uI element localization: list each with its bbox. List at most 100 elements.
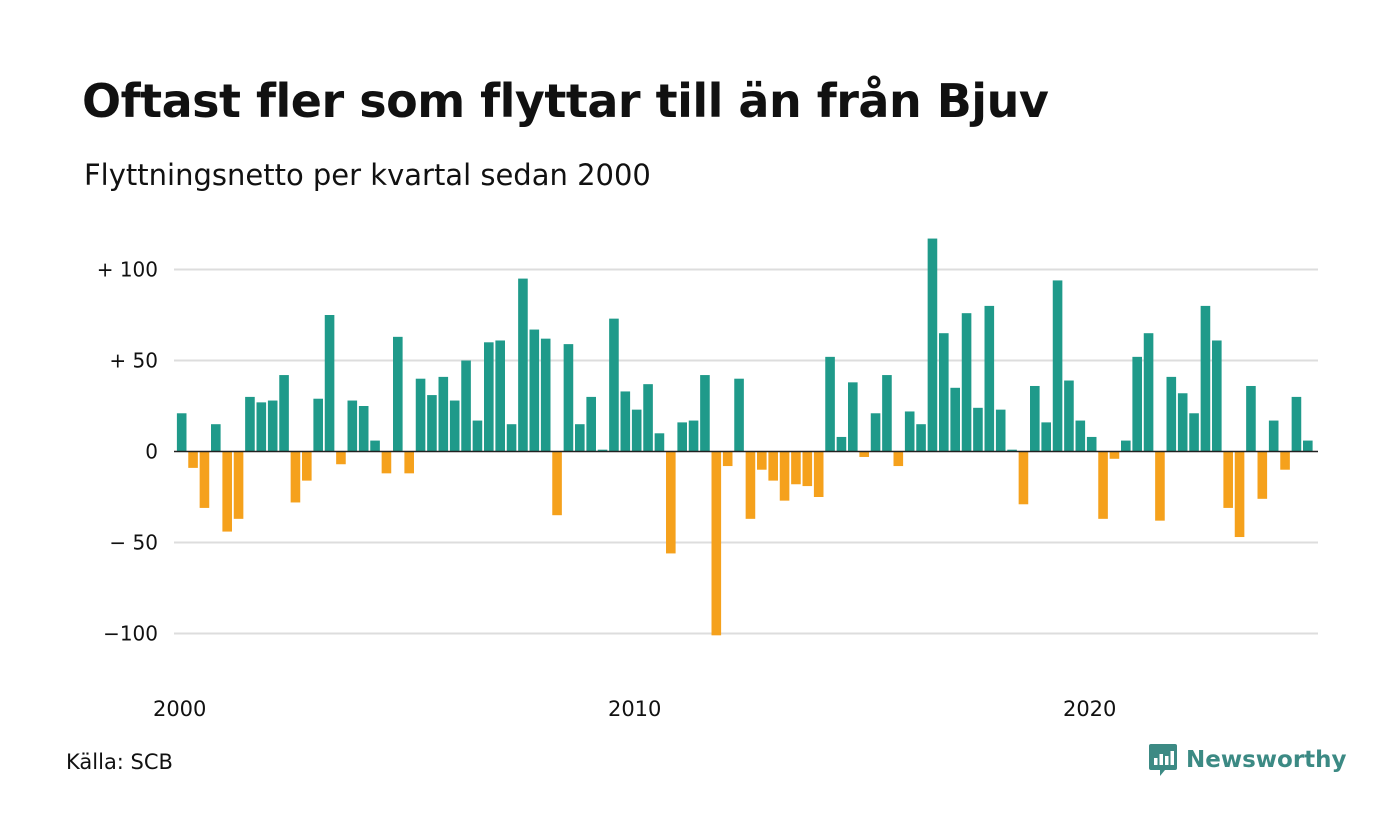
bar <box>302 451 312 481</box>
bar <box>1257 451 1268 499</box>
bar <box>199 451 210 508</box>
bar <box>1177 393 1188 452</box>
bar <box>495 340 505 452</box>
chart-subtitle: Flyttningsnetto per kvartal sedan 2000 <box>84 158 651 192</box>
bar <box>802 451 813 487</box>
bar <box>1075 420 1086 452</box>
bar <box>882 375 892 452</box>
x-axis-labels: 2000 2010 2020 <box>153 697 1116 721</box>
bar <box>1098 451 1108 519</box>
bar <box>347 400 358 452</box>
bar <box>427 395 437 452</box>
bar <box>461 360 471 452</box>
bar <box>688 420 699 452</box>
bar <box>870 413 881 452</box>
bar <box>575 424 585 452</box>
y-tick-label: −100 <box>103 622 158 646</box>
bar <box>984 305 995 452</box>
bar <box>506 424 517 452</box>
bar <box>518 278 528 452</box>
bar <box>336 451 346 465</box>
bar <box>1030 385 1040 452</box>
y-tick-label: + 50 <box>109 349 158 373</box>
y-tick-label: + 100 <box>97 258 158 282</box>
bar <box>609 318 619 452</box>
bar <box>961 313 972 452</box>
bar <box>1303 440 1313 452</box>
bar <box>1212 340 1222 452</box>
bar <box>1052 280 1063 452</box>
bar <box>1143 333 1154 452</box>
bar <box>1234 451 1245 538</box>
bar <box>472 420 483 452</box>
bar <box>563 344 574 452</box>
bar <box>1007 449 1017 452</box>
bars <box>176 238 1313 636</box>
bar <box>415 378 426 452</box>
bar <box>700 375 710 452</box>
bar <box>939 333 949 452</box>
bar <box>734 378 744 452</box>
bar <box>290 451 301 503</box>
bar <box>381 451 392 474</box>
bar <box>643 384 653 452</box>
bar <box>745 451 756 519</box>
bar <box>540 338 551 452</box>
bar <box>449 400 460 452</box>
bar <box>484 342 494 452</box>
x-tick-label: 2010 <box>608 697 661 721</box>
bar <box>1109 451 1120 459</box>
bar <box>677 422 687 452</box>
bar <box>848 382 858 452</box>
gridlines <box>174 268 1318 635</box>
bar <box>836 436 847 452</box>
bar <box>597 449 608 452</box>
bar <box>438 376 449 452</box>
y-axis-labels: + 100 + 50 0 − 50 −100 <box>97 258 158 646</box>
bar <box>1280 451 1290 470</box>
bar <box>1132 356 1142 452</box>
bar <box>358 406 369 452</box>
bar <box>1018 451 1029 505</box>
x-tick-label: 2000 <box>153 697 206 721</box>
y-tick-label: − 50 <box>109 531 158 555</box>
bar <box>393 336 403 452</box>
source-label: Källa: SCB <box>66 750 173 774</box>
bar <box>176 413 187 452</box>
bar <box>313 398 323 452</box>
bar <box>529 329 540 452</box>
bar <box>233 451 244 519</box>
bar <box>1200 305 1211 452</box>
bar <box>188 451 198 468</box>
bar <box>404 451 414 474</box>
bar <box>916 424 926 452</box>
brand-logo: Newsworthy <box>1148 742 1347 778</box>
bar <box>768 451 778 481</box>
bar <box>620 391 631 452</box>
bar <box>973 407 983 452</box>
bar <box>1121 440 1131 452</box>
bar <box>757 451 767 470</box>
bar <box>995 409 1006 452</box>
bar <box>722 451 733 467</box>
bar <box>666 451 676 554</box>
bar <box>927 238 938 452</box>
x-tick-label: 2020 <box>1063 697 1116 721</box>
bar <box>950 387 960 452</box>
bar <box>654 433 665 452</box>
bar <box>1223 451 1233 508</box>
chart-title: Oftast fler som flyttar till än från Bju… <box>82 74 1049 128</box>
bar <box>904 411 915 452</box>
bar <box>1064 380 1074 452</box>
bar <box>1041 422 1051 452</box>
bar <box>370 440 380 452</box>
bar <box>791 451 801 485</box>
bar <box>1268 420 1279 452</box>
bar <box>245 396 255 452</box>
chart-bubble-icon <box>1149 744 1177 776</box>
bar <box>211 424 221 452</box>
bar <box>893 451 904 467</box>
bar <box>324 315 335 452</box>
bar <box>813 451 824 497</box>
